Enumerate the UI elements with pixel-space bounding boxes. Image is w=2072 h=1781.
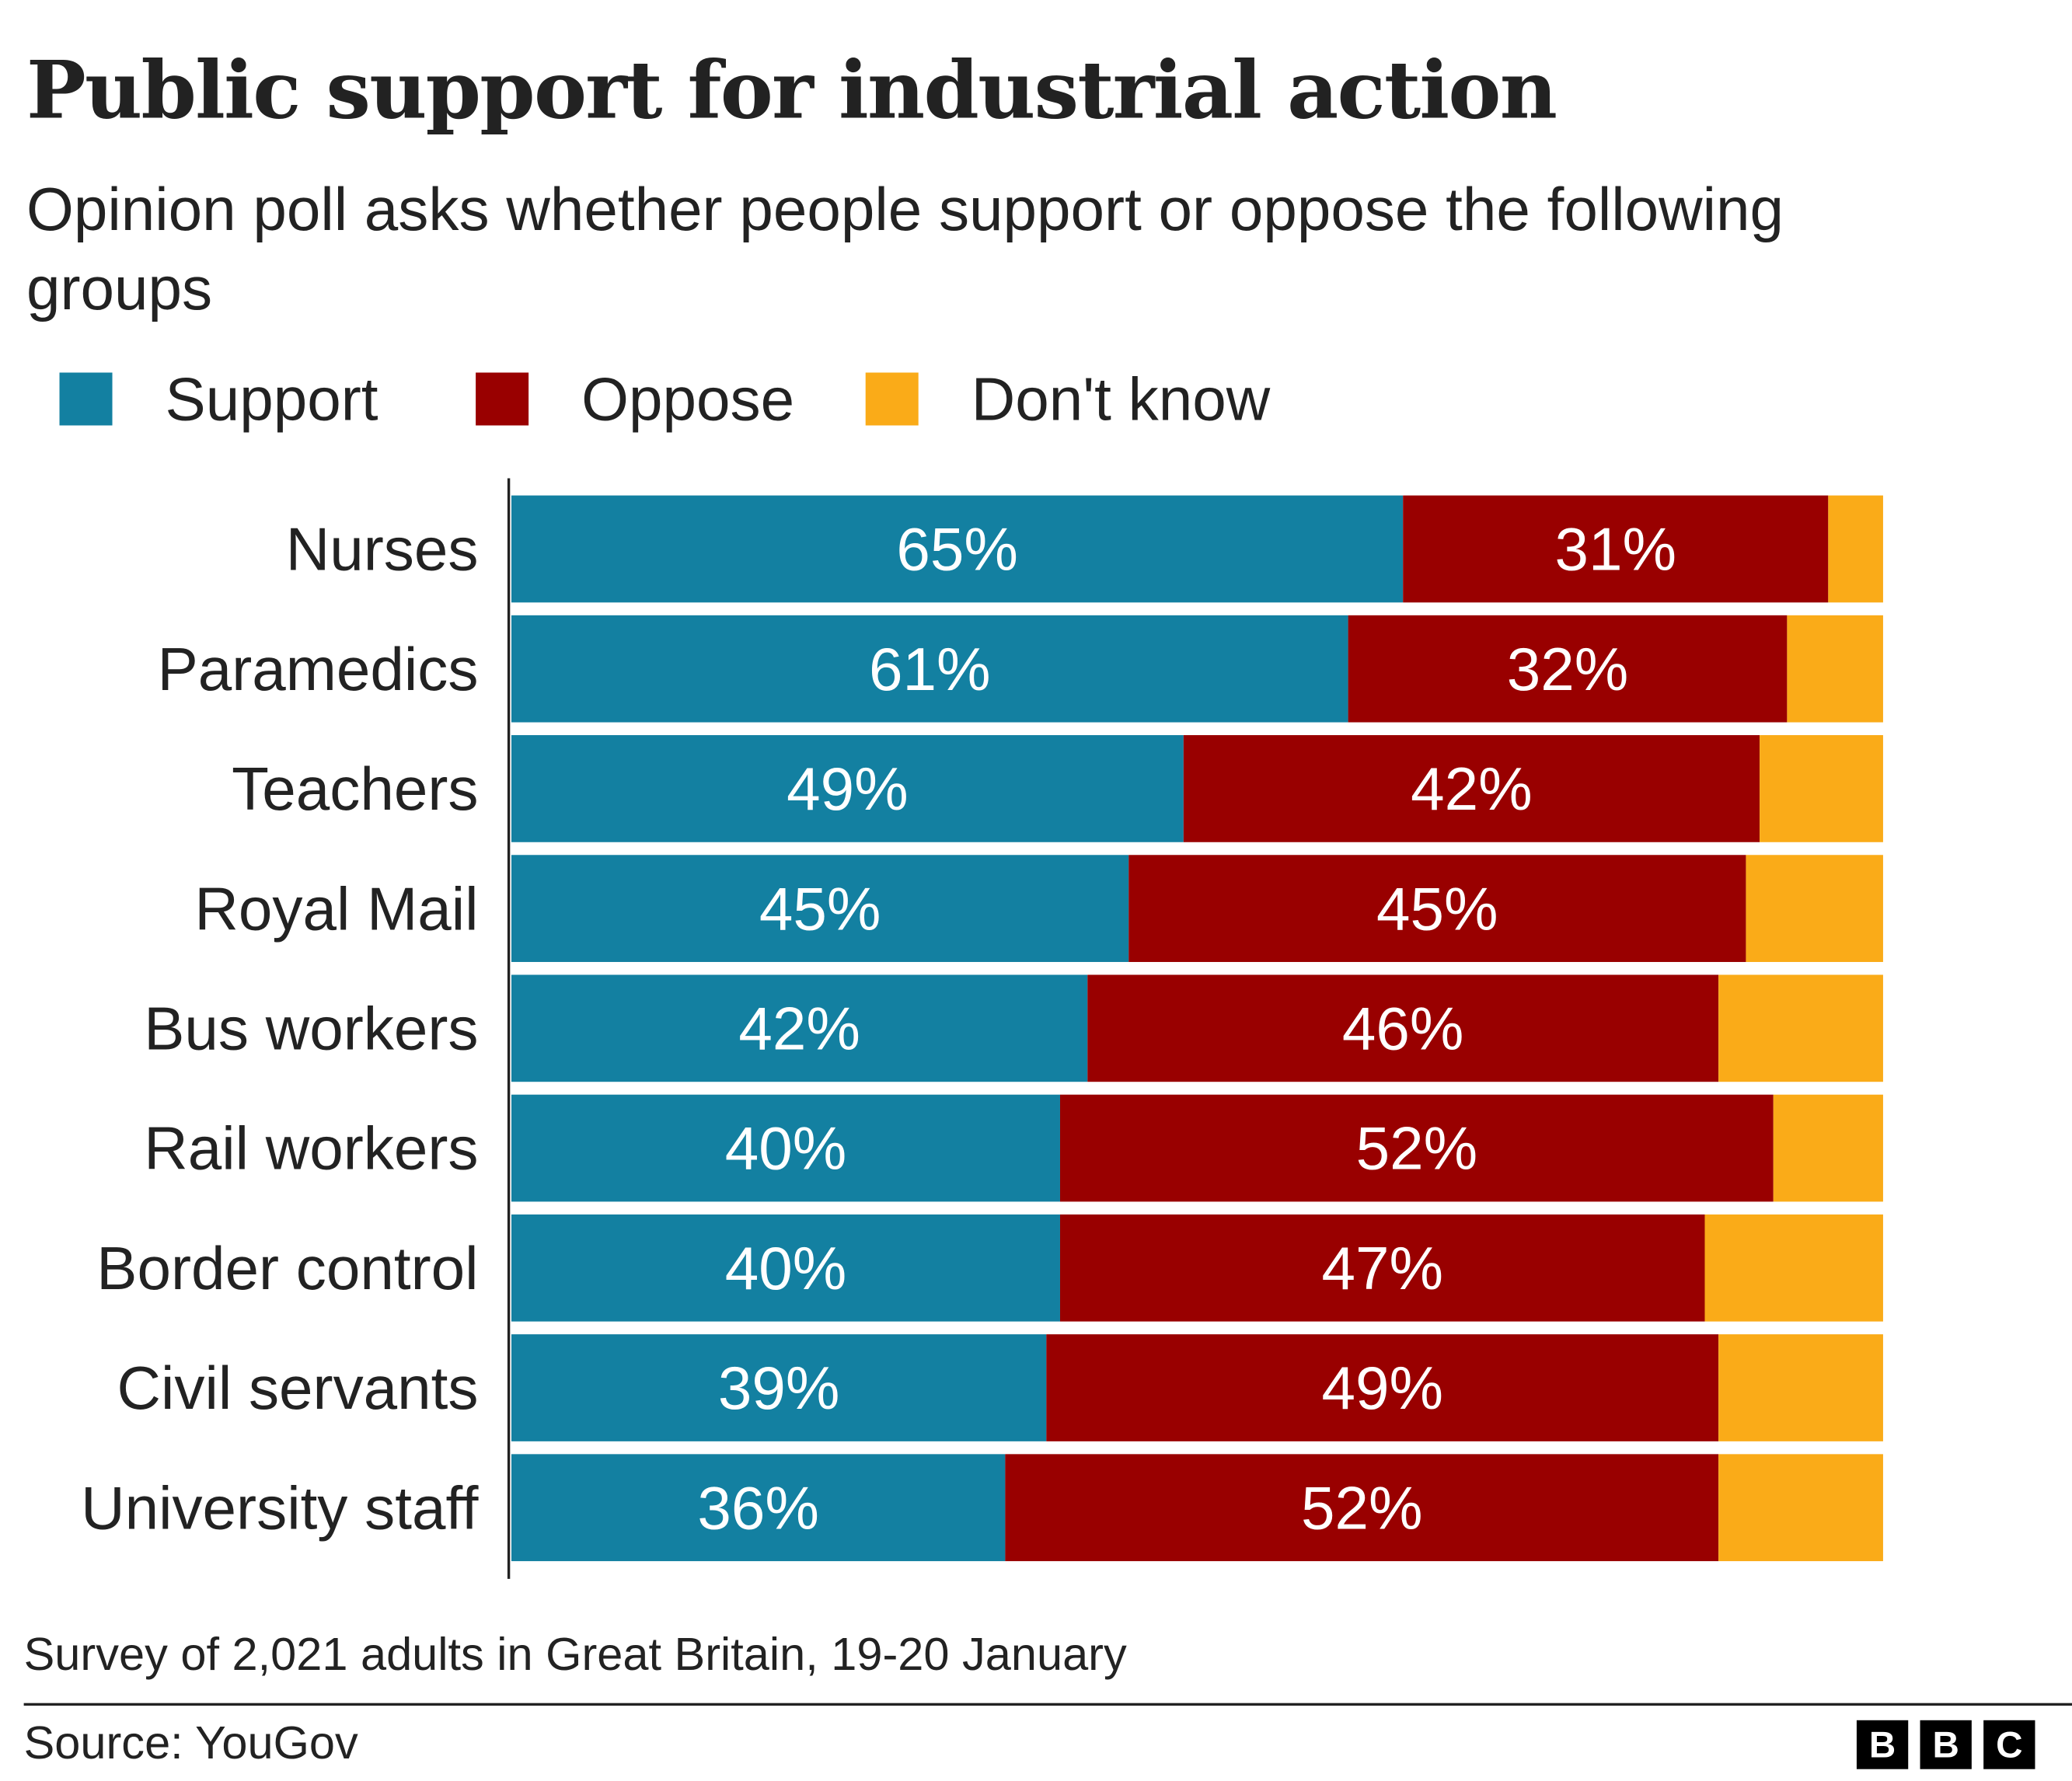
category-label: Nurses	[286, 515, 479, 584]
bar-dont-know	[1787, 615, 1883, 723]
category-label: Paramedics	[158, 635, 479, 703]
data-label-support: 39%	[718, 1354, 840, 1422]
category-label: Border control	[96, 1234, 478, 1302]
bar-support	[511, 855, 1129, 962]
legend-label-support: Support	[165, 364, 378, 434]
category-label: Rail workers	[144, 1114, 478, 1183]
data-label-support: 49%	[787, 755, 909, 823]
chart-title: Public support for industrial action	[26, 44, 1557, 138]
data-label-oppose: 46%	[1342, 995, 1464, 1063]
bar-support	[511, 1454, 1006, 1562]
bbc-logo-letter: B	[1856, 1720, 1909, 1769]
data-label-oppose: 42%	[1411, 755, 1533, 823]
bar-oppose	[1348, 615, 1788, 723]
bar-oppose	[1087, 974, 1719, 1082]
footer-divider	[23, 1703, 2072, 1706]
data-label-support: 65%	[896, 515, 1018, 584]
legend-swatch-dont-know	[865, 372, 919, 426]
category-label: Royal Mail	[194, 874, 478, 943]
category-label: University staff	[81, 1473, 479, 1542]
bar-dont-know	[1704, 1214, 1883, 1322]
bar-dont-know	[1718, 1454, 1883, 1562]
bar-support	[511, 495, 1404, 603]
footnote: Survey of 2,021 adults in Great Britain,…	[23, 1629, 1127, 1681]
legend-item-dont-know: Don't know	[865, 364, 1271, 435]
data-label-support: 42%	[738, 995, 860, 1063]
data-label-oppose: 52%	[1301, 1473, 1423, 1542]
data-label-oppose: 45%	[1376, 874, 1498, 943]
bbc-logo-letter: B	[1920, 1720, 1972, 1769]
legend-label-oppose: Oppose	[581, 364, 795, 434]
bar-dont-know	[1773, 1094, 1883, 1202]
legend-swatch-oppose	[476, 372, 529, 426]
bar-dont-know	[1746, 855, 1883, 962]
data-label-support: 36%	[697, 1473, 819, 1542]
data-label-oppose: 31%	[1555, 515, 1677, 584]
data-label-oppose: 52%	[1356, 1114, 1478, 1183]
data-label-support: 40%	[725, 1234, 847, 1302]
bar-support	[511, 1334, 1047, 1441]
data-label-oppose: 32%	[1507, 635, 1629, 703]
bar-oppose	[1059, 1094, 1774, 1202]
bbc-logo: B B C	[1856, 1720, 2035, 1769]
bar-oppose	[1046, 1334, 1719, 1441]
bar-support	[511, 1094, 1060, 1202]
data-label-support: 45%	[759, 874, 881, 943]
source-note: Source: YouGov	[23, 1717, 358, 1769]
data-label-oppose: 47%	[1321, 1234, 1443, 1302]
category-label: Teachers	[232, 755, 478, 823]
bar-oppose	[1128, 855, 1746, 962]
data-label-support: 40%	[725, 1114, 847, 1183]
bar-oppose	[1059, 1214, 1705, 1322]
bar-support	[511, 735, 1184, 842]
legend-swatch-support	[59, 372, 113, 426]
bar-dont-know	[1718, 974, 1883, 1082]
bar-dont-know	[1828, 495, 1883, 603]
bar-dont-know	[1718, 1334, 1883, 1441]
category-label: Civil servants	[117, 1354, 479, 1422]
legend-label-dont-know: Don't know	[971, 364, 1271, 434]
data-label-oppose: 49%	[1321, 1354, 1443, 1422]
bar-oppose	[1183, 735, 1760, 842]
legend-item-support: Support	[59, 364, 378, 435]
chart-subtitle: Opinion poll asks whether people support…	[26, 174, 1784, 322]
data-label-support: 61%	[869, 635, 991, 703]
bar-support	[511, 1214, 1060, 1322]
bbc-logo-letter: C	[1983, 1720, 2035, 1769]
bar-dont-know	[1760, 735, 1883, 842]
bar-support	[511, 974, 1088, 1082]
category-label: Bus workers	[144, 995, 478, 1063]
bar-oppose	[1403, 495, 1829, 603]
legend-item-oppose: Oppose	[476, 364, 794, 435]
bar-support	[511, 615, 1348, 723]
bar-oppose	[1005, 1454, 1719, 1562]
